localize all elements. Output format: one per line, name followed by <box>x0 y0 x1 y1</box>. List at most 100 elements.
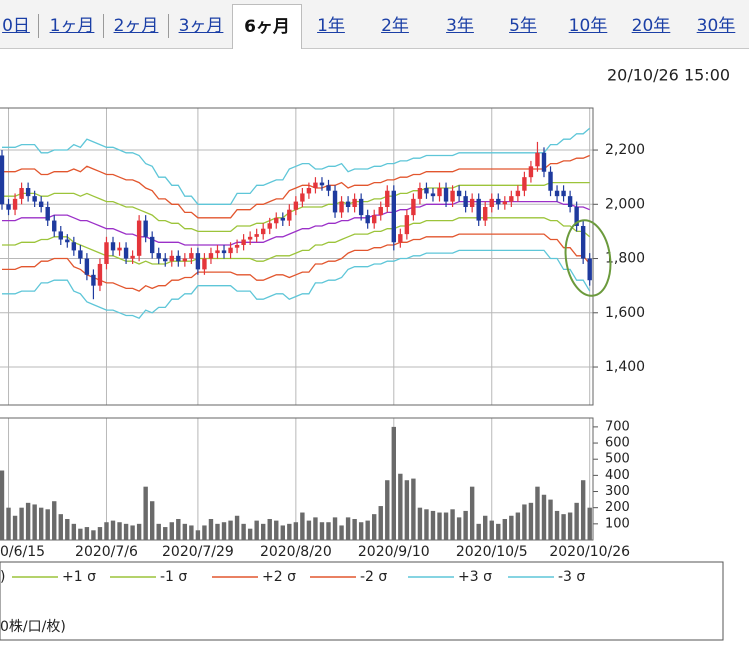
candle-body <box>345 201 351 207</box>
volume-bar <box>437 512 442 540</box>
candle-body <box>300 193 305 202</box>
volume-bar <box>208 518 214 540</box>
band-line <box>2 249 591 319</box>
candle-body <box>548 171 553 191</box>
candle-body <box>496 198 501 205</box>
volume-bar <box>306 520 312 540</box>
candle-body <box>469 198 475 207</box>
volume-bar <box>528 502 534 540</box>
volume-bar <box>163 527 168 540</box>
candle-body <box>567 196 573 207</box>
volume-bar <box>522 504 527 540</box>
volume-bar <box>541 494 547 540</box>
candle-body <box>561 190 566 197</box>
candle-body <box>326 185 331 191</box>
candle-body <box>234 244 240 248</box>
y-tick-label: 2,000 <box>605 196 645 212</box>
y-tick-label: 1,800 <box>605 251 645 267</box>
y-tick-label: 500 <box>605 452 630 467</box>
period-tab[interactable]: 1ヶ月 <box>49 16 95 36</box>
period-tab[interactable]: 2ヶ月 <box>113 16 159 36</box>
candle-body <box>208 253 214 259</box>
volume-bar <box>202 525 207 540</box>
legend-label: +3 σ <box>458 569 492 585</box>
candle-body <box>587 258 592 281</box>
volume-bar <box>580 480 586 540</box>
candle-body <box>136 220 142 256</box>
candle-body <box>580 225 586 259</box>
volume-bar <box>417 507 423 540</box>
volume-bar <box>456 517 462 540</box>
volume-bar <box>365 520 370 540</box>
candle-body <box>502 201 508 205</box>
period-tab[interactable]: 0日 <box>2 16 30 36</box>
volume-bar <box>287 523 292 540</box>
candle-body <box>0 155 5 205</box>
candle-body <box>163 258 168 262</box>
volume-bar <box>280 525 285 540</box>
period-tab[interactable]: 3年 <box>446 16 474 36</box>
volume-bar <box>358 522 364 540</box>
volume-bar <box>339 525 344 540</box>
volume-bar <box>247 528 253 540</box>
volume-bar <box>182 523 188 540</box>
period-tab[interactable]: 2年 <box>381 16 409 36</box>
volume-bar <box>84 527 90 540</box>
volume-bar <box>404 480 410 540</box>
candle-body <box>385 190 390 207</box>
candle-body <box>483 207 488 221</box>
x-tick-label: 2020/9/10 <box>358 544 430 560</box>
volume-bar <box>489 520 494 540</box>
candle-body <box>97 263 103 286</box>
candle-body <box>541 152 547 172</box>
candle-body <box>554 190 560 197</box>
x-tick-label: 2020/10/5 <box>456 544 528 560</box>
candle-body <box>130 255 135 259</box>
y-tick-label: 400 <box>605 468 630 483</box>
x-tick-label: 2020/8/20 <box>260 544 332 560</box>
volume-bar <box>574 502 579 540</box>
candle-body <box>463 196 468 207</box>
candle-body <box>515 190 521 197</box>
period-tab[interactable]: 30年 <box>696 16 736 36</box>
candle-body <box>267 223 272 229</box>
candle-body <box>104 242 109 264</box>
candle-body <box>176 255 181 262</box>
candle-body <box>19 188 24 199</box>
period-tab[interactable]: 5年 <box>509 16 537 36</box>
period-tab[interactable]: 10年 <box>568 16 608 36</box>
legend-label: +1 σ <box>62 569 96 585</box>
volume-bar <box>78 528 83 540</box>
candle-body <box>169 255 174 262</box>
period-tab[interactable]: 20年 <box>631 16 671 36</box>
volume-bar <box>476 523 481 540</box>
volume-bar <box>136 523 142 540</box>
candle-body <box>378 207 383 216</box>
volume-bar <box>123 523 129 540</box>
candle-body <box>182 258 188 262</box>
candle-body <box>365 215 370 224</box>
volume-bar <box>97 527 103 540</box>
y-tick-label: 1,600 <box>605 305 645 321</box>
candle-body <box>110 242 116 251</box>
period-tab[interactable]: 6ヶ月 <box>232 4 302 49</box>
volume-bar <box>352 518 357 540</box>
period-tab[interactable]: 3ヶ月 <box>178 16 224 36</box>
candle-body <box>352 198 357 207</box>
volume-bar <box>587 507 592 540</box>
candle-body <box>202 258 207 270</box>
volume-bar <box>515 512 521 540</box>
volume-bar <box>228 520 233 540</box>
candle-body <box>189 253 194 259</box>
legend-fragment: ) <box>0 569 5 585</box>
volume-bar <box>117 522 122 540</box>
candle-body <box>450 190 455 202</box>
candle-body <box>123 247 129 259</box>
volume-bar <box>25 502 31 540</box>
separator <box>103 14 104 38</box>
volume-bar <box>110 520 116 540</box>
volume-bar <box>548 499 553 540</box>
period-tab[interactable]: 1年 <box>317 16 345 36</box>
